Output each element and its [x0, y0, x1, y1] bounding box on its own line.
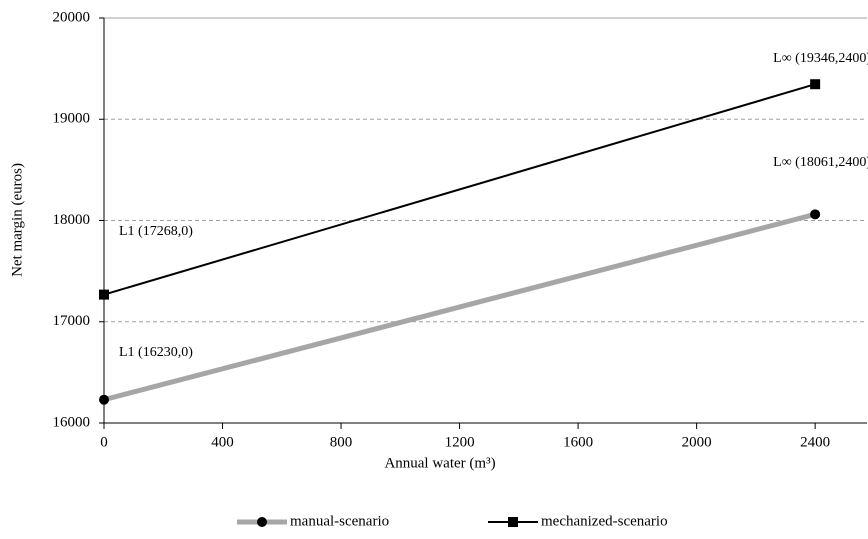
x-tick-label: 800: [330, 434, 353, 450]
x-tick-label: 1200: [445, 434, 475, 450]
x-tick-label: 0: [100, 434, 108, 450]
annotation: L∞ (18061,2400): [773, 155, 868, 170]
legend-marker: [508, 517, 518, 527]
x-tick-label: 400: [211, 434, 234, 450]
x-tick-label: 2400: [800, 434, 830, 450]
y-tick-label: 20000: [53, 9, 91, 25]
legend-label: mechanized-scenario: [541, 513, 668, 529]
data-point: [810, 209, 821, 220]
x-tick-label: 2000: [682, 434, 712, 450]
y-tick-label: 16000: [53, 414, 91, 430]
x-tick-label: 1600: [563, 434, 593, 450]
annotation: L1 (17268,0): [119, 224, 193, 239]
legend-label: manual-scenario: [290, 513, 389, 529]
annotation: L∞ (19346,2400): [773, 51, 868, 66]
data-point: [810, 79, 821, 90]
y-axis-label: Net margin (euros): [9, 163, 25, 277]
legend-marker: [257, 517, 267, 527]
y-tick-label: 17000: [53, 313, 91, 329]
annotation: L1 (16230,0): [119, 345, 193, 360]
y-tick-label: 19000: [53, 111, 91, 127]
x-axis-label: Annual water (m³): [384, 455, 495, 471]
series-line: [103, 211, 816, 403]
y-tick-label: 18000: [53, 212, 91, 228]
series-line: [103, 83, 816, 296]
data-point: [99, 289, 109, 300]
data-point: [99, 394, 109, 405]
